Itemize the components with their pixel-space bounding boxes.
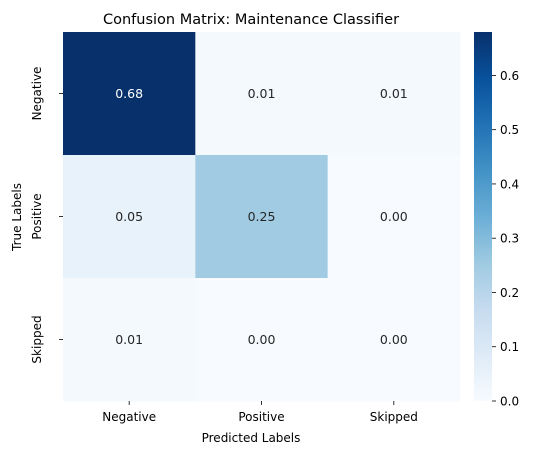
heatmap-cell-r1-c1 [195, 155, 329, 279]
heatmap-cell-r0-c0 [63, 32, 196, 156]
colorbar-tick-label-0: 0.0 [500, 395, 519, 409]
colorbar-tick-label-5: 0.5 [500, 123, 519, 137]
colorbar-tick-label-2: 0.2 [500, 286, 519, 300]
heatmap-cell-r2-c1 [195, 278, 329, 402]
cell-value-r0-c1: 0.01 [248, 86, 276, 101]
heatmap-cell-r2-c0 [63, 278, 196, 402]
heatmap-cell-r1-c0 [63, 155, 196, 279]
x-axis-label: Predicted Labels [202, 431, 301, 445]
cell-value-r1-c2: 0.00 [380, 209, 408, 224]
cell-value-r2-c1: 0.00 [248, 332, 276, 347]
cell-value-r1-c0: 0.05 [115, 209, 143, 224]
heatmap-cells [63, 32, 461, 402]
colorbar-tick-label-1: 0.1 [500, 340, 519, 354]
y-axis-ticks: Negative Positive Skipped [30, 67, 63, 364]
chart-title: Confusion Matrix: Maintenance Classifier [103, 12, 399, 28]
colorbar-tick-label-4: 0.4 [500, 177, 519, 191]
heatmap-cell-r2-c2 [327, 278, 461, 402]
colorbar-tick-label-3: 0.3 [500, 232, 519, 246]
y-tick-label-0: Negative [30, 67, 44, 121]
cell-value-r1-c1: 0.25 [248, 209, 276, 224]
x-tick-label-2: Skipped [370, 410, 418, 424]
colorbar [474, 32, 492, 401]
cell-value-r0-c0: 0.68 [115, 86, 143, 101]
heatmap-cell-r1-c2 [327, 155, 461, 279]
x-tick-label-0: Negative [102, 410, 156, 424]
cell-value-r0-c2: 0.01 [380, 86, 408, 101]
x-axis-ticks: Negative Positive Skipped [102, 401, 418, 424]
cell-value-r2-c2: 0.00 [380, 332, 408, 347]
cell-value-r2-c0: 0.01 [115, 332, 143, 347]
colorbar-tick-label-6: 0.6 [500, 69, 519, 83]
heatmap-cell-labels: 0.68 0.01 0.01 0.05 0.25 0.00 0.01 0.00 0.00 [115, 86, 408, 347]
heatmap-cell-r0-c1 [195, 32, 329, 156]
y-tick-label-1: Positive [30, 193, 44, 239]
y-axis-label: True Labels [10, 183, 24, 252]
x-tick-label-1: Positive [238, 410, 284, 424]
y-tick-label-2: Skipped [30, 315, 44, 363]
heatmap-cell-r0-c2 [327, 32, 461, 156]
colorbar-ticks: 0.0 0.1 0.2 0.3 0.4 0.5 0.6 [492, 69, 519, 409]
